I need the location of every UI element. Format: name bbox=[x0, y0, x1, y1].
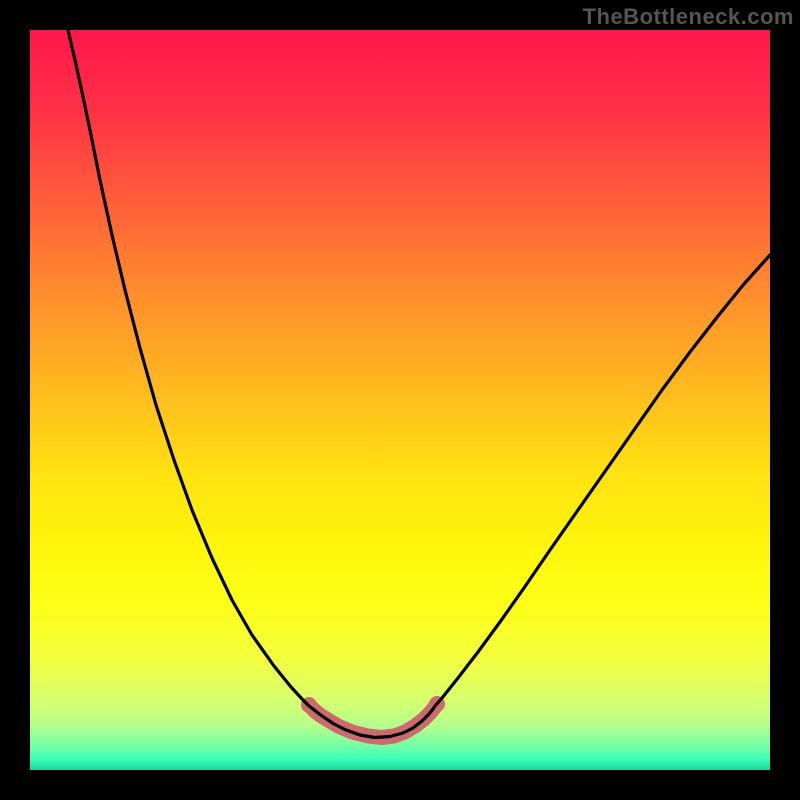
bottleneck-curve bbox=[68, 30, 770, 738]
chart-frame: TheBottleneck.com bbox=[0, 0, 800, 800]
attribution-text: TheBottleneck.com bbox=[583, 4, 794, 30]
plot-area bbox=[30, 30, 770, 770]
curve-layer bbox=[30, 30, 770, 770]
